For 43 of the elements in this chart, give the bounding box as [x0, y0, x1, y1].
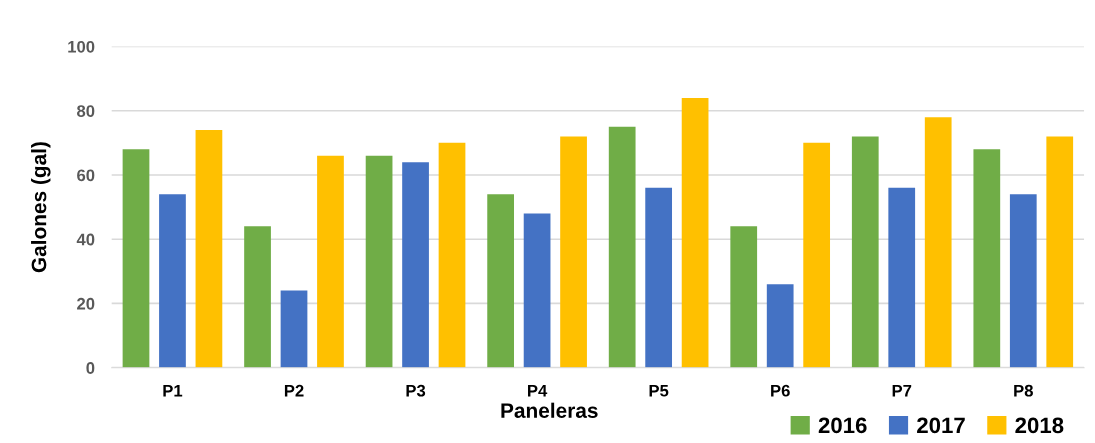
- bar: [487, 194, 514, 368]
- legend-label: 2018: [1015, 417, 1064, 434]
- x-tick-label: P8: [1014, 384, 1033, 397]
- bar: [730, 226, 758, 368]
- y-axis-title: Galones (gal): [31, 142, 51, 273]
- y-tick-label: 100: [68, 40, 95, 53]
- bar: [280, 290, 308, 368]
- bar: [560, 136, 587, 368]
- bar: [766, 284, 794, 368]
- bar: [973, 149, 1001, 368]
- x-tick-label: P2: [284, 384, 304, 397]
- x-tick-label: P1: [163, 384, 183, 397]
- bar: [244, 226, 271, 368]
- y-tick-label: 60: [77, 169, 95, 182]
- bar: [523, 213, 551, 368]
- bar: [365, 155, 393, 368]
- legend-label: 2016: [818, 417, 867, 434]
- bar: [122, 149, 150, 368]
- bar: [159, 194, 186, 368]
- bar: [851, 136, 879, 368]
- bar: [645, 187, 673, 368]
- x-tick-label: P5: [649, 384, 669, 397]
- x-tick-label: P6: [771, 384, 790, 397]
- x-tick-label: P3: [406, 384, 426, 397]
- x-tick-label: P4: [528, 384, 548, 397]
- bar: [681, 97, 709, 368]
- y-tick-label: 40: [76, 233, 95, 246]
- bar: [1009, 194, 1037, 368]
- bar: [1046, 136, 1074, 368]
- bar: [888, 187, 916, 368]
- bar: [317, 155, 344, 368]
- x-tick-label: P7: [892, 384, 912, 397]
- bar: [402, 162, 429, 368]
- y-tick-label: 0: [86, 362, 95, 374]
- bar: [803, 142, 831, 368]
- bar: [608, 126, 636, 368]
- bar: [195, 130, 223, 368]
- legend-label: 2017: [917, 417, 965, 434]
- bar: [924, 117, 952, 368]
- y-tick-label: 80: [77, 105, 95, 117]
- bar: [438, 142, 466, 368]
- y-tick-label: 20: [77, 297, 95, 310]
- x-axis-title: Paneleras: [501, 402, 598, 418]
